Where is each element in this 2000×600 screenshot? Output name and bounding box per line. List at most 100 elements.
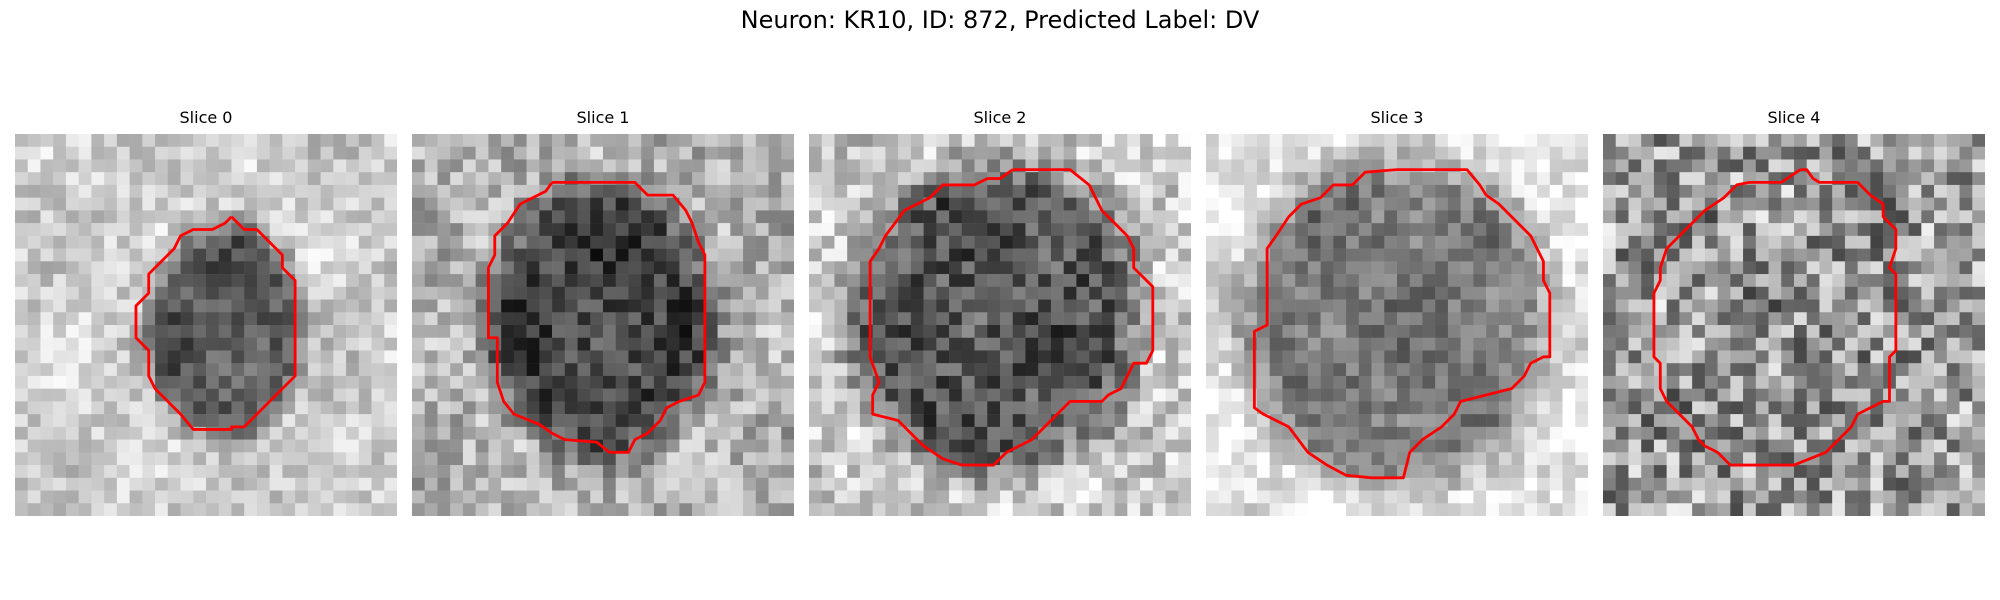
- pixel: [1038, 388, 1052, 402]
- pixel: [1575, 184, 1588, 198]
- pixel: [809, 325, 822, 338]
- pixel: [269, 223, 283, 237]
- pixel: [1063, 426, 1077, 440]
- pixel: [872, 312, 886, 326]
- pixel: [1435, 452, 1449, 466]
- pixel: [1409, 312, 1423, 326]
- pixel: [1165, 172, 1179, 186]
- pixel: [1089, 363, 1103, 377]
- pixel: [666, 312, 680, 326]
- pixel: [526, 146, 540, 160]
- pixel: [1666, 375, 1680, 389]
- pixel: [743, 261, 757, 275]
- pixel: [193, 210, 207, 224]
- pixel: [282, 146, 296, 160]
- pixel: [1819, 490, 1833, 504]
- pixel: [384, 490, 397, 504]
- pixel: [923, 299, 937, 313]
- pixel: [1269, 210, 1283, 224]
- pixel: [1934, 414, 1948, 428]
- pixel: [1498, 414, 1512, 428]
- pixel: [501, 375, 515, 389]
- pixel: [488, 299, 502, 313]
- pixel: [1371, 299, 1385, 313]
- pixel: [1397, 248, 1410, 262]
- pixel: [1628, 248, 1642, 262]
- pixel: [1844, 299, 1858, 313]
- pixel: [27, 503, 41, 516]
- pixel: [603, 452, 616, 466]
- pixel: [1101, 312, 1115, 326]
- pixel: [1692, 465, 1706, 479]
- pixel: [1537, 197, 1551, 211]
- pixel: [834, 426, 848, 440]
- pixel: [898, 312, 912, 326]
- pixel: [974, 477, 988, 491]
- pixel: [450, 503, 464, 516]
- pixel: [987, 146, 1001, 160]
- pixel: [1524, 414, 1538, 428]
- pixel: [859, 235, 873, 249]
- pixel: [1704, 274, 1718, 288]
- pixel: [1549, 286, 1563, 300]
- pixel: [809, 337, 822, 351]
- pixel: [1549, 223, 1563, 237]
- pixel: [142, 388, 156, 402]
- pixel: [1486, 235, 1500, 249]
- pixel: [717, 286, 731, 300]
- pixel: [872, 503, 886, 516]
- pixel: [1244, 223, 1258, 237]
- pixel: [923, 261, 937, 275]
- pixel: [923, 337, 937, 351]
- pixel: [1460, 261, 1474, 275]
- pixel: [91, 184, 105, 198]
- pixel: [1575, 388, 1588, 402]
- pixel: [1114, 286, 1128, 300]
- pixel: [1435, 248, 1449, 262]
- pixel: [116, 159, 130, 173]
- pixel: [167, 159, 181, 173]
- pixel: [755, 325, 769, 338]
- pixel: [1653, 503, 1667, 516]
- pixel: [155, 414, 169, 428]
- pixel: [1959, 477, 1973, 491]
- pixel: [1206, 172, 1219, 186]
- pixel: [384, 375, 397, 389]
- pixel: [1832, 401, 1846, 415]
- pixel: [1435, 146, 1449, 160]
- pixel: [1076, 261, 1090, 275]
- pixel: [295, 503, 309, 516]
- pixel: [1447, 477, 1461, 491]
- pixel: [231, 146, 245, 160]
- pixel: [129, 286, 143, 300]
- pixel: [180, 375, 194, 389]
- pixel: [40, 388, 54, 402]
- slice-image: [1603, 134, 1985, 516]
- pixel: [1025, 452, 1039, 466]
- pixel: [295, 452, 309, 466]
- pixel: [1743, 325, 1757, 338]
- pixel: [974, 146, 988, 160]
- pixel: [1089, 172, 1103, 186]
- pixel: [475, 325, 489, 338]
- pixel: [974, 197, 988, 211]
- pixel: [1844, 210, 1858, 224]
- pixel: [1921, 210, 1935, 224]
- pixel: [1562, 197, 1576, 211]
- pixel: [809, 477, 822, 491]
- pixel: [116, 146, 130, 160]
- pixel: [1000, 375, 1013, 389]
- pixel: [653, 210, 667, 224]
- pixel: [1934, 350, 1948, 364]
- pixel: [1025, 312, 1039, 326]
- pixel: [847, 363, 861, 377]
- pixel: [653, 248, 667, 262]
- pixel: [539, 452, 553, 466]
- pixel: [1038, 465, 1052, 479]
- pixel: [1819, 477, 1833, 491]
- pixel: [1101, 477, 1115, 491]
- pixel: [974, 401, 988, 415]
- pixel: [1666, 439, 1680, 453]
- pixel: [987, 414, 1001, 428]
- pixel: [628, 414, 642, 428]
